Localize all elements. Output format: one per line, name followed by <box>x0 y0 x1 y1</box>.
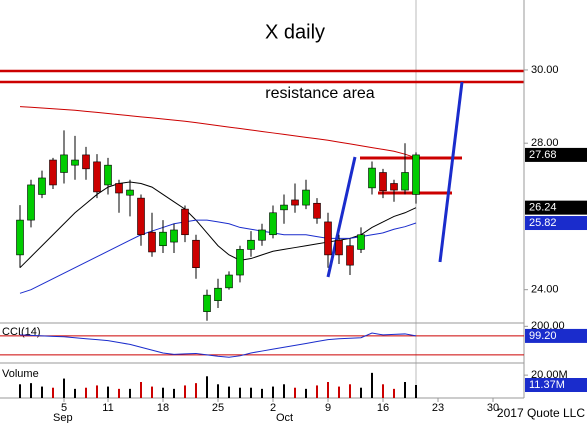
candle-body <box>390 183 398 191</box>
candle-body <box>346 245 354 266</box>
candle-body <box>324 221 332 256</box>
candle-body <box>214 287 222 301</box>
candle-body <box>225 274 233 289</box>
candle-body <box>137 197 145 236</box>
candle-body <box>291 199 299 206</box>
y-tick-label: 30.00 <box>531 64 559 76</box>
y-tick-label: 24.00 <box>531 284 559 296</box>
candle-body <box>16 219 24 256</box>
x-tick-label: 16 <box>377 402 389 414</box>
candle-body <box>280 204 288 211</box>
candle-body <box>60 154 68 173</box>
x-tick-label: 2 <box>270 402 276 414</box>
annotation: resistance area <box>265 85 374 102</box>
candle-body <box>401 172 409 191</box>
month-label: Oct <box>276 412 293 423</box>
candle-body <box>93 161 101 193</box>
x-tick-label: 23 <box>432 402 444 414</box>
candle-body <box>203 294 211 312</box>
x-tick-label: 25 <box>212 402 224 414</box>
trend-line <box>438 81 464 263</box>
last-value-label: 26.24 <box>529 202 557 214</box>
candle-body <box>247 239 255 250</box>
last-value-label: 25.82 <box>529 217 557 229</box>
last-value-box <box>525 200 587 215</box>
candle-body <box>192 239 200 269</box>
candle-body <box>302 189 310 206</box>
candle-body <box>181 208 189 236</box>
candle-body <box>82 154 90 170</box>
candle-body <box>49 159 57 186</box>
last-value-box <box>525 328 587 343</box>
x-tick-label: 9 <box>325 402 331 414</box>
candle-body <box>115 183 123 194</box>
trend-line <box>326 156 357 278</box>
candle-body <box>236 249 244 276</box>
candle-body <box>357 234 365 250</box>
candle-body <box>71 159 79 166</box>
candle-body <box>170 229 178 243</box>
x-tick-label: 30 <box>487 402 499 414</box>
last-value-box <box>525 216 587 231</box>
candle-body <box>269 212 277 236</box>
panel-label: Volume <box>2 368 39 380</box>
month-label: Sep <box>53 412 73 423</box>
candle-body <box>148 231 156 253</box>
last-value-label: 11.37M <box>529 379 565 391</box>
candle-body <box>313 202 321 219</box>
candle-body <box>258 229 266 241</box>
candle-body <box>159 231 167 247</box>
last-value-label: 27.68 <box>529 149 557 161</box>
candle-body <box>412 154 420 195</box>
cci-line <box>19 332 417 358</box>
candle-body <box>104 164 112 186</box>
candle-body <box>379 172 387 192</box>
x-tick-label: 11 <box>102 402 113 414</box>
credit: 2017 Quote LLC <box>497 406 585 420</box>
x-tick-label: 18 <box>157 402 169 414</box>
x-tick-label: 5 <box>61 402 67 414</box>
candle-body <box>126 189 134 196</box>
candle-body <box>27 184 35 221</box>
last-value-label: 99.20 <box>529 330 557 342</box>
last-value-box <box>525 378 587 393</box>
moving-average <box>19 106 417 159</box>
last-value-box <box>525 147 587 162</box>
candle-body <box>335 239 343 256</box>
chart-title: X daily <box>265 21 325 43</box>
candle-body <box>368 167 376 189</box>
candle-body <box>38 177 46 195</box>
y-tick-label: 28.00 <box>531 137 559 149</box>
